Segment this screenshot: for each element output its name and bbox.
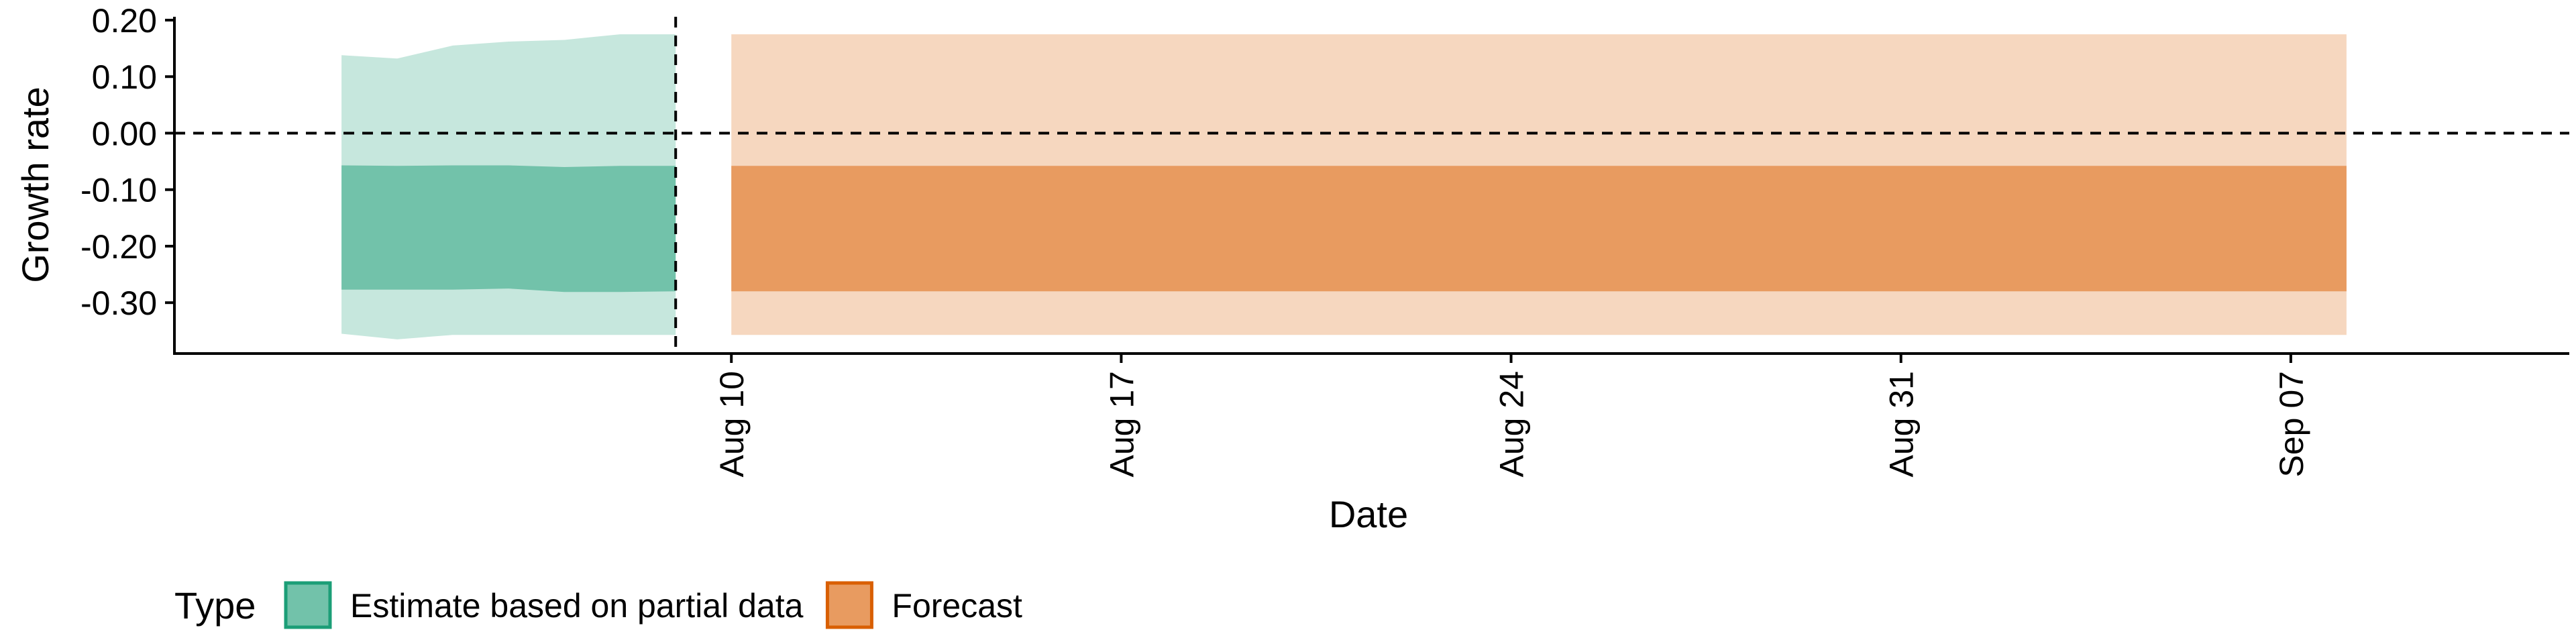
x-tick-label: Aug 17: [1103, 371, 1140, 477]
legend-label-0: Estimate based on partial data: [350, 587, 804, 625]
y-tick-label: -0.10: [80, 172, 157, 209]
x-axis-ticks: Aug 10 Aug 17 Aug 24 Aug 31 Sep 07: [713, 354, 2310, 477]
x-tick-label: Aug 31: [1883, 371, 1921, 477]
reference-lines: [174, 17, 2569, 354]
x-tick-label: Aug 24: [1493, 371, 1531, 477]
y-tick-label: -0.30: [80, 284, 157, 322]
legend-label-1: Forecast: [892, 587, 1022, 625]
y-tick-label: 0.20: [92, 2, 157, 40]
x-tick-label: Sep 07: [2273, 371, 2310, 477]
y-tick-label: 0.10: [92, 58, 157, 96]
axes: [173, 17, 2569, 355]
legend-key-0: [284, 581, 332, 629]
ribbon-layer: [341, 34, 2347, 339]
legend-key-1: [825, 581, 873, 629]
y-tick-label: 0.00: [92, 115, 157, 152]
legend: Type Estimate based on partial data Forec…: [174, 581, 1022, 629]
legend-title: Type: [174, 584, 256, 627]
y-axis-title: Growth rate: [14, 87, 56, 283]
forecast-50-interval: [731, 166, 2347, 292]
y-tick-label: -0.20: [80, 228, 157, 266]
y-axis-ticks: 0.20 0.10 0.00 -0.10 -0.20 -0.30: [80, 2, 174, 322]
x-axis-title: Date: [1329, 493, 1408, 535]
estimate-based-on-partial-data-50-interval: [341, 165, 676, 292]
x-tick-label: Aug 10: [713, 371, 751, 477]
